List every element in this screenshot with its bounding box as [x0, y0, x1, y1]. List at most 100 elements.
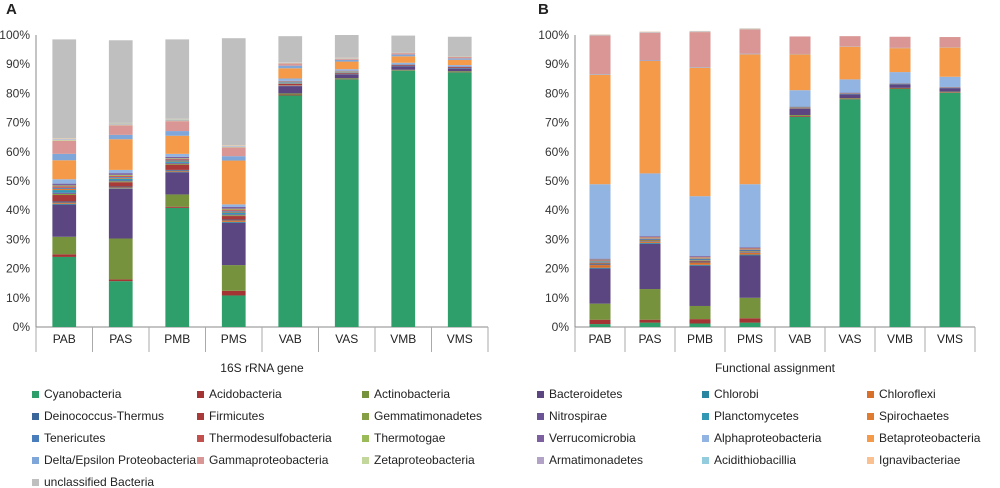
bar-segment-zetaproteobacteria — [221, 146, 246, 148]
bar-segment-acidobacteria — [789, 115, 811, 117]
bar-segment-tenericutes — [221, 210, 246, 212]
bar-segment-delta-epsilon-proteobacteria — [639, 60, 661, 61]
bar-segment-acidobacteria — [839, 98, 861, 100]
x-tick-label: PMB — [164, 332, 190, 346]
bar-segment-spirochaetes — [108, 177, 133, 179]
legend-swatch — [197, 457, 204, 464]
bar-segment-actinobacteria — [589, 303, 611, 320]
bar-segment-gemmatimonadetes — [739, 251, 761, 252]
bar-segment-actinobacteria — [165, 194, 190, 207]
bar-segment-firmicutes — [278, 83, 303, 86]
x-tick-label: PAS — [638, 332, 661, 346]
y-tick-label: 90% — [6, 57, 30, 71]
bar-segment-alphaproteobacteria — [221, 204, 246, 207]
legend-swatch — [867, 413, 874, 420]
bar-segment-firmicutes — [447, 67, 472, 68]
bar-segment-spirochaetes — [739, 249, 761, 250]
panel-a: A 0% 10% 20% 30% 40% 50% 60% 70% 80% 90% 100% PAB PAS… — [0, 1, 489, 375]
bar-segment-unclassified-bacteria — [52, 39, 77, 139]
x-tick-label: VMB — [390, 332, 416, 346]
bar-segment-chloroflexi — [108, 187, 133, 189]
bar-segment-thermodesulfobacteria — [221, 209, 246, 211]
legend-item-cyanobacteria: Cyanobacteria — [32, 387, 122, 401]
bar-segment-gammaproteobacteria — [739, 29, 761, 54]
bar-segment-bacteroidetes — [689, 265, 711, 306]
bar-segment-bacteroidetes — [334, 74, 359, 79]
bar-segment-spirochaetes — [165, 160, 190, 162]
bar-segment-cyanobacteria — [589, 324, 611, 327]
bar-segment-acidithiobacillia — [221, 145, 246, 147]
bar-segment-acidithiobacillia — [52, 138, 77, 140]
bar-segment-nitrospirae — [589, 262, 611, 263]
bar-segment-chloroflexi — [589, 265, 611, 268]
bar-segment-actinobacteria — [108, 238, 133, 280]
bar-segment-delta-epsilon-proteobacteria — [391, 54, 416, 57]
bar-segment-ignavibacteriae — [165, 118, 190, 120]
bar-segment-armatimonadetes — [221, 146, 246, 147]
panel-label: B — [538, 1, 549, 18]
legend-item-chlorobi: Chlorobi — [702, 387, 759, 401]
legend-label: Zetaproteobacteria — [374, 453, 475, 467]
bar-segment-alphaproteobacteria — [939, 76, 961, 87]
bar-segment-unclassified-bacteria — [108, 40, 133, 123]
bar-segment-gemmatimonadetes — [165, 163, 190, 165]
legend-item-spirochaetes: Spirochaetes — [867, 409, 949, 423]
bar-segment-alphaproteobacteria — [52, 179, 77, 184]
bar-segment-cyanobacteria — [52, 256, 77, 327]
bar-segment-thermodesulfobacteria — [165, 158, 190, 160]
bar-segment-betaproteobacteria — [939, 47, 961, 77]
bar-segment-thermodesulfobacteria — [689, 257, 711, 258]
bar-segment-gemmatimonadetes — [639, 239, 661, 241]
bar-segment-nitrospirae — [108, 180, 133, 182]
bar-segment-cyanobacteria — [689, 323, 711, 327]
y-tick-label: 80% — [545, 86, 569, 100]
bar-segment-cyanobacteria — [108, 281, 133, 327]
x-tick-label: VMB — [887, 332, 913, 346]
legend-item-alphaproteobacteria: Alphaproteobacteria — [702, 431, 822, 445]
bar-segment-chloroflexi — [689, 262, 711, 265]
bar-segment-gammaproteobacteria — [221, 147, 246, 157]
legend-swatch — [362, 391, 369, 398]
bar-segment-actinobacteria — [221, 265, 246, 291]
bar-segment-gammaproteobacteria — [165, 121, 190, 132]
legend-item-thermodesulfobacteria: Thermodesulfobacteria — [197, 431, 332, 445]
bar-segment-unclassified-bacteria — [334, 35, 359, 58]
x-axis-title: Functional assignment — [715, 361, 836, 375]
bar-segment-spirochaetes — [689, 258, 711, 259]
bar-segment-firmicutes — [739, 251, 761, 253]
bar-segment-armatimonadetes — [165, 119, 190, 121]
bar-segment-bacteroidetes — [52, 204, 77, 237]
bar-segment-thermodesulfobacteria — [639, 237, 661, 238]
bar-segment-deinococcus-thermus — [165, 169, 190, 171]
y-tick-label: 60% — [6, 145, 30, 159]
bar-segment-verrucomicrobia — [165, 156, 190, 159]
bar-segment-actinobacteria — [889, 87, 911, 89]
legend-item-armatimonadetes: Armatimonadetes — [537, 453, 643, 467]
bar-segment-cyanobacteria — [889, 89, 911, 328]
bar-segment-bacteroidetes — [589, 268, 611, 304]
y-tick-label: 0% — [552, 320, 570, 334]
bar-segment-tenericutes — [52, 187, 77, 189]
bar-segment-firmicutes — [221, 216, 246, 220]
bar-segment-betaproteobacteria — [839, 46, 861, 80]
legend-label: Acidithiobacillia — [714, 453, 796, 467]
legend-label: Delta/Epsilon Proteobacteria — [44, 453, 196, 467]
legend-item-actinobacteria: Actinobacteria — [362, 387, 450, 401]
bar-segment-planctomycetes — [589, 261, 611, 263]
bar-segment-betaproteobacteria — [278, 68, 303, 79]
bar-segment-alphaproteobacteria — [165, 153, 190, 157]
legend-swatch — [32, 391, 39, 398]
bar-segment-delta-epsilon-proteobacteria — [221, 156, 246, 161]
legend-swatch — [197, 413, 204, 420]
bar-segment-actinobacteria — [739, 297, 761, 319]
bar-segment-cyanobacteria — [165, 207, 190, 327]
bar-segment-spirochaetes — [221, 211, 246, 213]
y-tick-label: 50% — [545, 174, 569, 188]
bar-segment-planctomycetes — [221, 212, 246, 215]
bar-segment-unclassified-bacteria — [221, 38, 246, 146]
x-tick-label: VAS — [838, 332, 861, 346]
legend-item-acidobacteria: Acidobacteria — [197, 387, 282, 401]
bar-segment-verrucomicrobia — [52, 183, 77, 186]
bar-segment-betaproteobacteria — [447, 59, 472, 66]
bar-segment-planctomycetes — [278, 82, 303, 84]
